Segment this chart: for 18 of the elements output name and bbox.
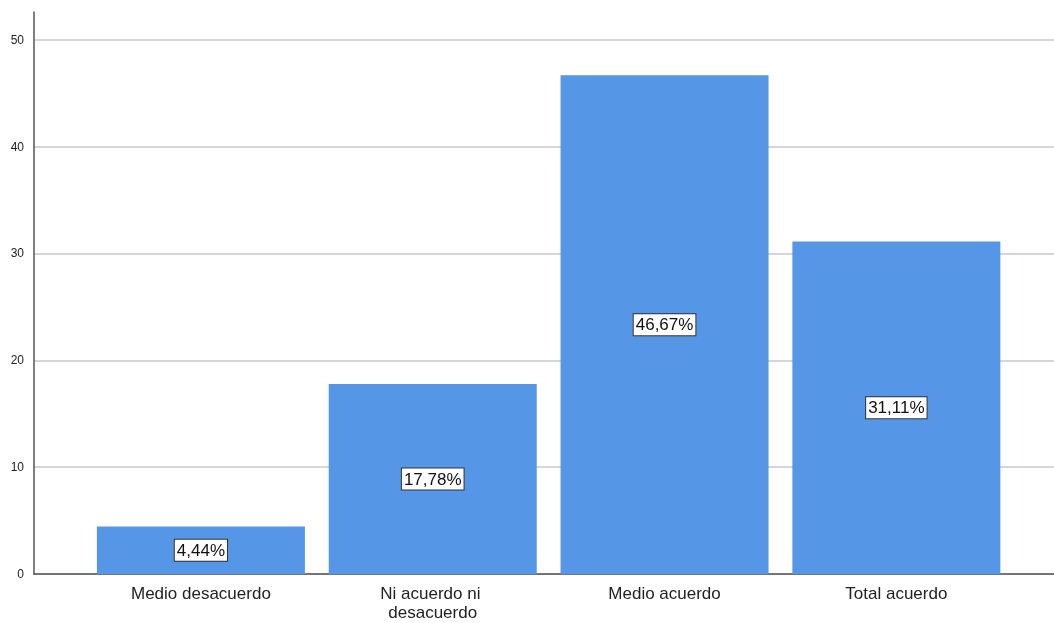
x-tick-label: Ni acuerdo ni desacuerdo (380, 584, 486, 622)
data-label: 31,11% (868, 398, 925, 418)
bar (328, 384, 537, 574)
y-tick-label: 30 (10, 246, 25, 261)
data-label: 4,44% (176, 540, 226, 560)
x-tick-label: Medio acuerdo (608, 584, 721, 603)
bar (96, 526, 305, 574)
data-label: 17,78% (403, 469, 462, 489)
x-tick-label: Total acuerdo (845, 584, 948, 603)
bar (560, 75, 769, 574)
y-tick-label: 20 (10, 353, 25, 368)
data-label: 46,67% (635, 315, 694, 335)
x-tick-label: Medio desacuerdo (130, 584, 271, 603)
y-tick-label: 10 (10, 460, 25, 475)
y-tick-label: 50 (10, 32, 25, 47)
y-tick-label: 0 (17, 567, 25, 581)
bar (792, 241, 1001, 574)
y-tick-label: 40 (10, 139, 25, 154)
